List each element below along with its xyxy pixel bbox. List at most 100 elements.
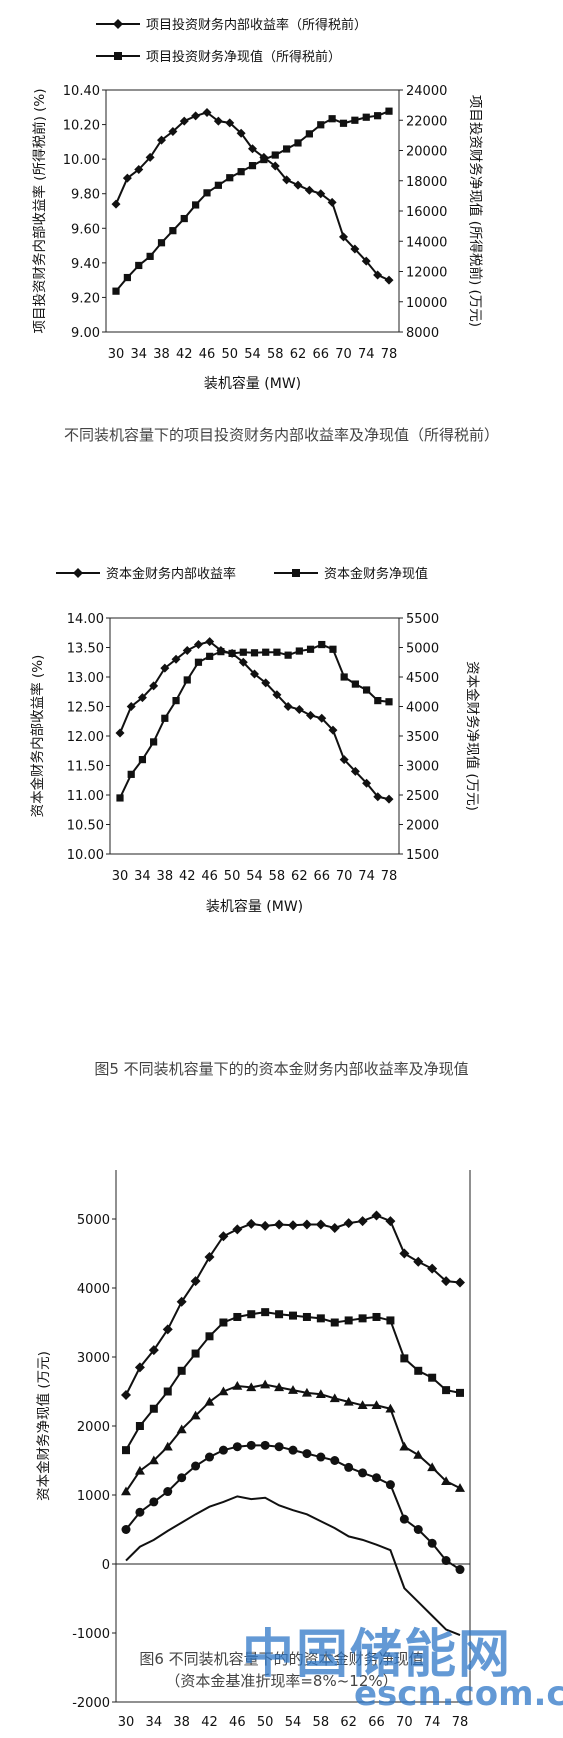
data-point-s1 xyxy=(135,261,143,270)
data-point-s0 xyxy=(272,690,282,700)
data-point-s0 xyxy=(232,1224,243,1235)
y-left-tick-label: 14.00 xyxy=(67,612,104,627)
data-point-s1 xyxy=(226,174,234,182)
data-point-s1 xyxy=(123,273,131,282)
data-point-s1 xyxy=(351,116,359,124)
x-tick-label: 42 xyxy=(176,347,193,362)
data-point-s0 xyxy=(357,1216,368,1227)
data-point-s3 xyxy=(316,1452,326,1462)
data-point-s0 xyxy=(455,1277,465,1288)
data-point-s1 xyxy=(217,648,225,656)
data-point-s3 xyxy=(246,1440,256,1450)
data-point-s0 xyxy=(225,118,235,128)
data-point-s3 xyxy=(413,1525,423,1534)
data-point-s3 xyxy=(135,1507,145,1517)
y-left-tick-label: 9.80 xyxy=(71,188,100,203)
x-axis-title: 装机容量 (MW) xyxy=(204,375,301,392)
data-point-s0 xyxy=(274,1219,285,1230)
data-point-s1 xyxy=(177,1366,186,1375)
data-point-s1 xyxy=(289,1311,297,1320)
data-point-s2 xyxy=(427,1462,438,1472)
data-point-s3 xyxy=(455,1565,465,1575)
y-right-tick-label: 4500 xyxy=(406,671,439,686)
data-point-s1 xyxy=(456,1388,464,1397)
chart-2: 10.00 10.50 11.00 11.50 12.00 12.50 13.00 13.50… xyxy=(29,566,480,915)
data-point-s1 xyxy=(206,652,214,660)
data-point-s0 xyxy=(270,161,280,171)
y-right-tick-label: 24000 xyxy=(406,84,447,99)
x-tick-label: 66 xyxy=(312,347,329,362)
data-point-s3 xyxy=(274,1442,284,1452)
data-point-s3 xyxy=(358,1468,368,1478)
series-line-2 xyxy=(125,1383,461,1493)
x-tick-label: 74 xyxy=(358,869,375,884)
x-tick-label: 50 xyxy=(221,347,238,362)
y-right-tick-label: 10000 xyxy=(406,296,447,311)
data-point-s1 xyxy=(317,121,325,129)
chart-2-caption: 图5 不同装机容量下的的资本金财务内部收益率及净现值 xyxy=(94,1060,469,1078)
data-point-s1 xyxy=(214,181,222,189)
y-right-tick-label: 3500 xyxy=(406,730,439,745)
x-tick-label: 34 xyxy=(134,869,151,884)
data-point-s2 xyxy=(134,1465,145,1475)
y-right-axis-title: 资本金财务净现值 (万元) xyxy=(464,661,480,811)
chart-3-caption: 图6 不同装机容量下的的资本金财务净现值 xyxy=(139,1650,424,1668)
data-point-s0 xyxy=(384,275,394,285)
data-point-s0 xyxy=(238,657,248,667)
data-point-s2 xyxy=(274,1382,285,1392)
data-point-s3 xyxy=(163,1487,173,1497)
data-point-s1 xyxy=(250,649,259,657)
y-right-tick-label: 8000 xyxy=(406,326,439,341)
y-right-tick-label: 3000 xyxy=(406,760,439,775)
data-point-s3 xyxy=(177,1473,187,1483)
series-line-1 xyxy=(115,110,390,292)
y-left-tick-label: 9.00 xyxy=(71,326,100,341)
series-line-1 xyxy=(119,643,390,799)
data-point-s3 xyxy=(191,1461,201,1471)
data-point-s2 xyxy=(371,1400,382,1410)
data-point-s1 xyxy=(247,1310,256,1319)
data-point-s3 xyxy=(218,1445,228,1455)
data-point-s2 xyxy=(357,1400,368,1410)
data-point-s1 xyxy=(219,1318,228,1327)
data-point-s0 xyxy=(111,199,121,209)
x-tick-label: 78 xyxy=(381,347,398,362)
data-point-s2 xyxy=(148,1455,159,1465)
y-left-tick-label: 11.00 xyxy=(67,789,104,804)
x-tick-label: 38 xyxy=(153,347,170,362)
data-point-s1 xyxy=(358,1314,367,1323)
data-point-s3 xyxy=(441,1556,451,1566)
x-tick-label: 46 xyxy=(199,347,216,362)
y-left-tick-label: 9.40 xyxy=(71,257,100,272)
data-point-s1 xyxy=(328,115,336,123)
x-tick-label: 42 xyxy=(201,1715,218,1730)
y-right-tick-label: 14000 xyxy=(406,235,447,250)
data-point-s1 xyxy=(362,686,371,694)
data-point-s0 xyxy=(134,1362,145,1373)
data-point-s1 xyxy=(260,155,268,164)
data-point-s0 xyxy=(176,1296,187,1307)
y-left-tick-label: 10.20 xyxy=(63,119,100,134)
y-left-tick-label: 10.50 xyxy=(67,819,104,834)
data-point-s0 xyxy=(121,1389,131,1400)
data-point-s3 xyxy=(385,1480,395,1490)
data-point-s2 xyxy=(121,1486,131,1496)
data-point-s1 xyxy=(351,680,359,688)
data-point-s0 xyxy=(304,185,314,195)
data-point-s3 xyxy=(121,1525,131,1534)
data-point-s3 xyxy=(232,1442,242,1452)
data-point-s1 xyxy=(180,214,188,223)
data-point-s0 xyxy=(361,256,371,266)
x-tick-label: 70 xyxy=(336,869,353,884)
data-point-s0 xyxy=(293,180,303,190)
data-point-s0 xyxy=(317,713,327,723)
y-left-tick-label: 12.00 xyxy=(67,730,104,745)
x-tick-label: 30 xyxy=(118,1715,135,1730)
y-left-tick-label: 10.40 xyxy=(63,84,100,99)
data-point-s2 xyxy=(190,1410,201,1420)
data-point-s0 xyxy=(384,794,394,804)
data-point-s1 xyxy=(203,189,211,197)
data-point-s1 xyxy=(262,648,270,656)
legend-label-0: 资本金财务内部收益率 xyxy=(106,566,236,582)
data-point-s1 xyxy=(400,1354,409,1363)
